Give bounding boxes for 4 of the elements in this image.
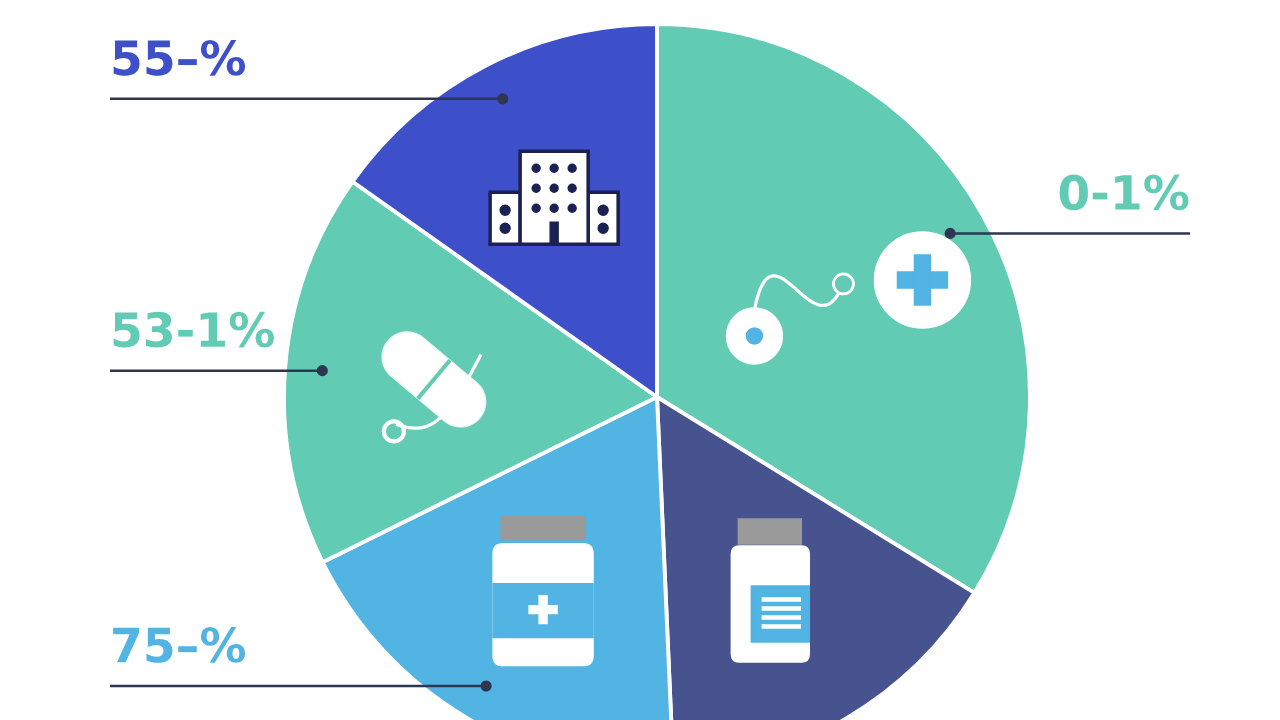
slice-label: 55–%	[113, 39, 246, 76]
slice-label: 75–%	[113, 627, 246, 663]
slice-label: 0-1%	[1059, 174, 1189, 211]
slice-label: 53-1%	[113, 311, 274, 348]
